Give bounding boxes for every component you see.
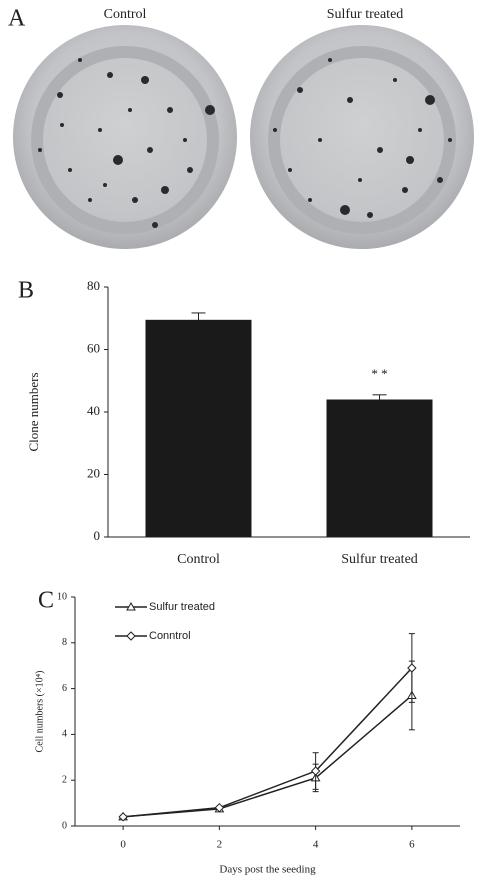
bar <box>326 399 433 537</box>
x-tick-label: Control <box>177 552 220 567</box>
y-axis-label: Cell numbers (×10⁴) <box>34 671 45 753</box>
y-tick-label: 8 <box>62 637 67 648</box>
plate <box>13 25 237 249</box>
marker <box>407 663 417 673</box>
colonies <box>38 58 452 228</box>
x-tick-label: 4 <box>313 839 319 851</box>
y-tick-label: 20 <box>87 465 100 480</box>
y-tick-label: 10 <box>57 591 67 602</box>
marker <box>310 766 321 776</box>
y-tick-label: 60 <box>87 340 100 355</box>
y-tick-label: 4 <box>62 729 67 740</box>
y-tick-label: 40 <box>87 403 100 418</box>
x-tick-label: 2 <box>217 839 223 851</box>
plates <box>13 25 474 249</box>
y-tick-label: 0 <box>62 820 67 831</box>
series-line <box>123 667 413 818</box>
plate-ring <box>31 46 219 234</box>
plate-caption: Control <box>104 7 147 22</box>
panel-label: A <box>8 6 26 32</box>
legend-label: Sulfur treated <box>149 601 215 613</box>
plate <box>250 25 474 249</box>
panel-label: B <box>18 278 34 304</box>
x-tick-label: 0 <box>120 839 126 851</box>
y-tick-label: 0 <box>94 528 101 543</box>
marker <box>214 802 225 813</box>
plate-caption: Sulfur treated <box>327 7 404 22</box>
marker <box>118 812 128 822</box>
annotation: * * <box>371 366 387 381</box>
y-tick-label: 80 <box>87 278 100 293</box>
legend-label: Conntrol <box>149 630 191 642</box>
x-axis-label: Days post the seeding <box>219 864 316 876</box>
legend-marker <box>126 631 136 641</box>
y-tick-label: 2 <box>62 774 67 785</box>
x-tick-label: 6 <box>409 839 415 851</box>
x-tick-label: Sulfur treated <box>341 552 418 567</box>
panel-label: C <box>38 588 54 614</box>
bar <box>145 319 252 537</box>
y-axis-label: Clone numbers <box>26 372 41 451</box>
legend-marker <box>126 601 136 611</box>
y-tick-label: 6 <box>62 683 67 694</box>
